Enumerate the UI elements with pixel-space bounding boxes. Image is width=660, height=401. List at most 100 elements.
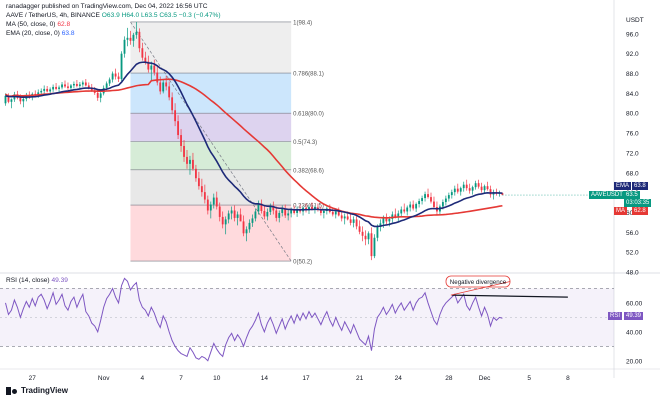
candle-body (174, 110, 177, 122)
symbol-price-tag: AAVEUSDT (589, 191, 625, 199)
candle-body (311, 207, 313, 210)
countdown-tag: 03:03:35 (624, 199, 652, 207)
candle-body (117, 76, 120, 79)
candle-body (406, 207, 409, 212)
candle-body (135, 31, 138, 35)
candle-body (227, 213, 230, 220)
candle-body (200, 186, 203, 193)
candle-body (293, 209, 296, 213)
candle-body (245, 229, 248, 234)
rsi-tag-value: 49.39 (626, 313, 642, 319)
candle-body (197, 178, 200, 187)
candle-body (165, 82, 168, 87)
ma-price-value-tag: 62.8 (632, 207, 648, 215)
countdown-value: 03:03:35 (626, 200, 650, 206)
candle-body (114, 73, 117, 77)
candle-body (477, 183, 480, 187)
candle-body (322, 210, 325, 213)
time-tick-label-10: Dec (479, 375, 491, 382)
symbol-name: AAVE / TetherUS, 4h, BINANCE (6, 12, 100, 19)
price-tick-label-9: 84.0 (626, 91, 639, 98)
ma-price-tag: MA (614, 207, 627, 215)
fib-level-label-4: 0.382(68.6) (293, 168, 324, 174)
divergence-annotation: Negative divergence (450, 279, 507, 286)
candle-body (462, 184, 465, 189)
ema-price-tag: EMA (614, 182, 632, 190)
candle-body (331, 211, 334, 215)
candle-body (22, 98, 25, 102)
tradingview-logo-text: TradingView (21, 386, 68, 395)
candle-body (206, 199, 209, 211)
time-tick-label-4: 10 (213, 375, 221, 382)
ma-tag-value: 62.8 (634, 208, 646, 214)
candle-body (409, 204, 412, 208)
ma-legend-value: 62.8 (57, 21, 71, 28)
ema-legend[interactable]: EMA (20, close, 0) 63.8 (6, 29, 75, 38)
candle-body (153, 65, 156, 73)
candle-body (367, 233, 370, 240)
candle-body (343, 216, 346, 219)
candle-body (263, 210, 266, 217)
candle-body (373, 237, 376, 257)
fib-level-label-1: 0.786(88.1) (293, 72, 324, 78)
candle-body (81, 82, 84, 85)
divergence-line (451, 294, 568, 298)
candle-body (78, 84, 81, 86)
ma-legend-label: MA (50, close, 0) (6, 21, 56, 28)
tradingview-logo[interactable]: TradingView (6, 386, 68, 395)
candle-body (296, 208, 299, 213)
symbol-tag-label: AAVEUSDT (591, 192, 623, 198)
candle-body (180, 135, 182, 146)
rsi-tick-label-0: 20.00 (626, 358, 643, 365)
candle-body (224, 219, 227, 225)
candle-body (52, 86, 55, 90)
candle-body (236, 214, 239, 218)
candle-body (162, 82, 165, 92)
symbol-line: AAVE / TetherUS, 4h, BINANCE O63.9 H64.0… (6, 11, 221, 20)
candle-body (61, 84, 63, 88)
candle-body (337, 211, 340, 216)
tradingview-logo-icon (6, 386, 18, 395)
candle-body (352, 219, 355, 223)
time-tick-label-0: 27 (29, 375, 37, 382)
fib-level-label-5: 0.236(61.5) (293, 204, 324, 210)
fib-zone-4 (130, 169, 292, 206)
candle-body (126, 37, 129, 40)
candle-body (233, 210, 236, 218)
ma-legend[interactable]: MA (50, close, 0) 62.8 (6, 20, 70, 29)
candle-body (215, 197, 218, 207)
candle-body (150, 65, 153, 70)
price-tick-label-10: 88.0 (626, 71, 639, 78)
fib-zone-3 (130, 141, 292, 170)
ema-tag-value: 63.8 (634, 183, 646, 189)
ema-price-value-tag: 63.8 (632, 182, 648, 190)
candle-body (43, 88, 46, 91)
rsi-legend-value: 49.39 (51, 277, 68, 284)
candle-body (186, 156, 188, 164)
candle-body (183, 145, 185, 157)
rsi-tag: RSI (608, 312, 623, 320)
price-tick-label-2: 56.0 (626, 230, 639, 237)
candle-body (171, 97, 174, 111)
candle-body (349, 219, 352, 223)
candle-body (19, 97, 22, 102)
fib-trend-line (130, 21, 292, 262)
candle-body (284, 208, 287, 216)
ema-20-line (5, 61, 503, 228)
divergence-callout-pointer (450, 281, 511, 296)
rsi-legend[interactable]: RSI (14, close) 49.39 (6, 276, 68, 285)
fib-level-label-0: 1(98.4) (293, 20, 312, 26)
candle-body (486, 186, 489, 190)
candle-body (456, 188, 459, 192)
price-tick-label-11: 92.0 (626, 51, 639, 58)
candle-body (257, 203, 260, 212)
candle-body (272, 206, 275, 211)
candle-body (501, 193, 504, 196)
candle-body (364, 235, 367, 240)
candle-body (314, 207, 316, 210)
candle-body (99, 93, 102, 98)
rsi-value-tag: 49.39 (624, 312, 644, 320)
candle-body (87, 85, 90, 88)
candle-body (319, 209, 322, 213)
